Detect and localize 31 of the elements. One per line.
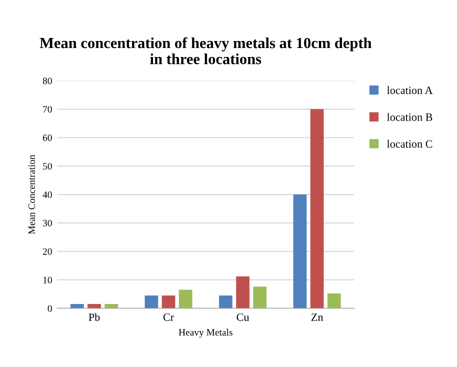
bar	[162, 295, 176, 308]
bar	[293, 194, 307, 308]
bar	[219, 295, 232, 308]
chart-title: Mean concentration of heavy metals at 10cm depth in three locations	[40, 37, 372, 64]
legend-label: location B	[387, 113, 432, 121]
bar	[253, 286, 267, 308]
x-tick-label: Pb	[88, 313, 100, 321]
y-axis-title: Mean Concentration	[28, 154, 36, 234]
x-axis-title: Heavy Metals	[178, 328, 232, 338]
y-tick-label: 0	[48, 305, 52, 312]
bar	[327, 293, 341, 308]
bar	[88, 304, 101, 308]
x-tick-label: Cr	[163, 313, 174, 321]
bar	[70, 304, 84, 308]
y-tick-label: 70	[43, 106, 52, 113]
y-tick-label: 30	[43, 220, 52, 226]
bar	[104, 304, 118, 308]
y-tick-label: 60	[42, 134, 52, 142]
x-tick-label: Cu	[236, 313, 250, 321]
y-tick-label: 50	[43, 162, 52, 170]
legend-label: location C	[387, 140, 432, 148]
bar	[236, 276, 250, 308]
bar	[178, 290, 192, 308]
y-tick-label: 20	[42, 248, 52, 255]
y-tick-label: 80	[42, 78, 52, 84]
y-tick-label: 40	[42, 191, 52, 198]
bar	[144, 295, 158, 308]
y-tick-label: 10	[43, 276, 52, 284]
legend-label: location A	[387, 86, 433, 94]
bar	[310, 109, 324, 308]
x-tick-label: Zn	[311, 314, 324, 321]
